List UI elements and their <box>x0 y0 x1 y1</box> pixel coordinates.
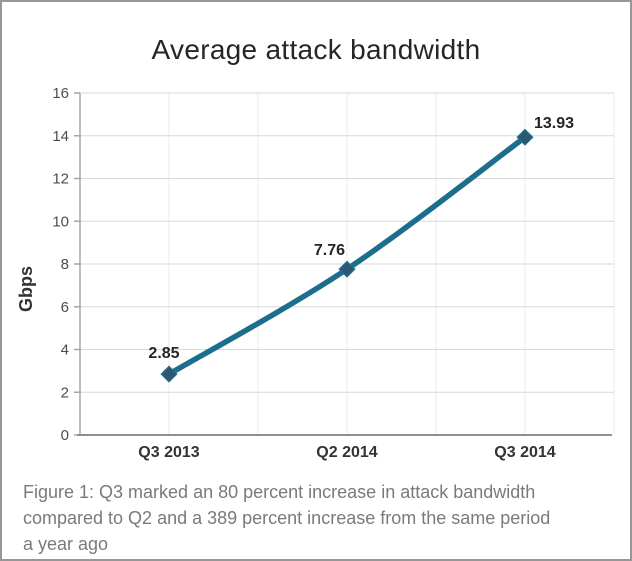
y-tick-label: 0 <box>61 427 69 444</box>
y-axis-title: Gbps <box>16 266 36 312</box>
data-point-label: 7.76 <box>314 242 345 259</box>
y-tick-label: 6 <box>61 299 69 316</box>
caption-line-3: a year ago <box>23 534 109 554</box>
data-point-marker <box>160 365 178 383</box>
x-tick-label: Q3 2013 <box>138 444 199 461</box>
y-tick-label: 10 <box>52 213 69 230</box>
y-tick-label: 8 <box>61 256 69 273</box>
chart-svg: 0 2 4 6 8 10 12 14 16 2.85 Q3 2013 7.76 Q2 2014 13.93… <box>16 85 615 461</box>
y-tick-label: 16 <box>52 85 69 102</box>
y-tick-label: 14 <box>52 128 69 145</box>
y-tick-label: 4 <box>61 342 69 359</box>
y-tick-label: 2 <box>61 384 69 401</box>
data-point-label: 2.85 <box>148 345 179 362</box>
x-tick-label: Q3 2014 <box>494 444 555 461</box>
figure-caption: Figure 1: Q3 marked an 80 percent increa… <box>23 479 612 557</box>
data-point-marker <box>516 128 534 146</box>
data-point-marker <box>338 260 356 278</box>
caption-line-2: compared to Q2 and a 389 percent increas… <box>23 508 551 528</box>
data-point-label: 13.93 <box>534 115 574 132</box>
caption-line-1: Figure 1: Q3 marked an 80 percent increa… <box>23 482 536 502</box>
x-tick-label: Q2 2014 <box>316 444 377 461</box>
y-tick-label: 12 <box>52 171 69 188</box>
chart-title: Average attack bandwidth <box>151 34 481 65</box>
